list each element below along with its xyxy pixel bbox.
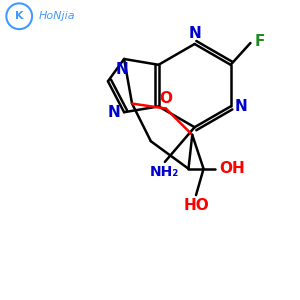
Text: O: O [159,91,172,106]
Text: F: F [254,34,265,49]
Text: N: N [188,26,201,41]
Text: N: N [107,105,120,120]
Text: OH: OH [219,161,244,176]
Text: N: N [116,62,128,77]
Text: NH₂: NH₂ [150,165,179,179]
Text: HoNjia: HoNjia [39,11,76,21]
Text: K: K [15,11,23,21]
Text: HO: HO [183,198,209,213]
Text: N: N [235,99,247,114]
